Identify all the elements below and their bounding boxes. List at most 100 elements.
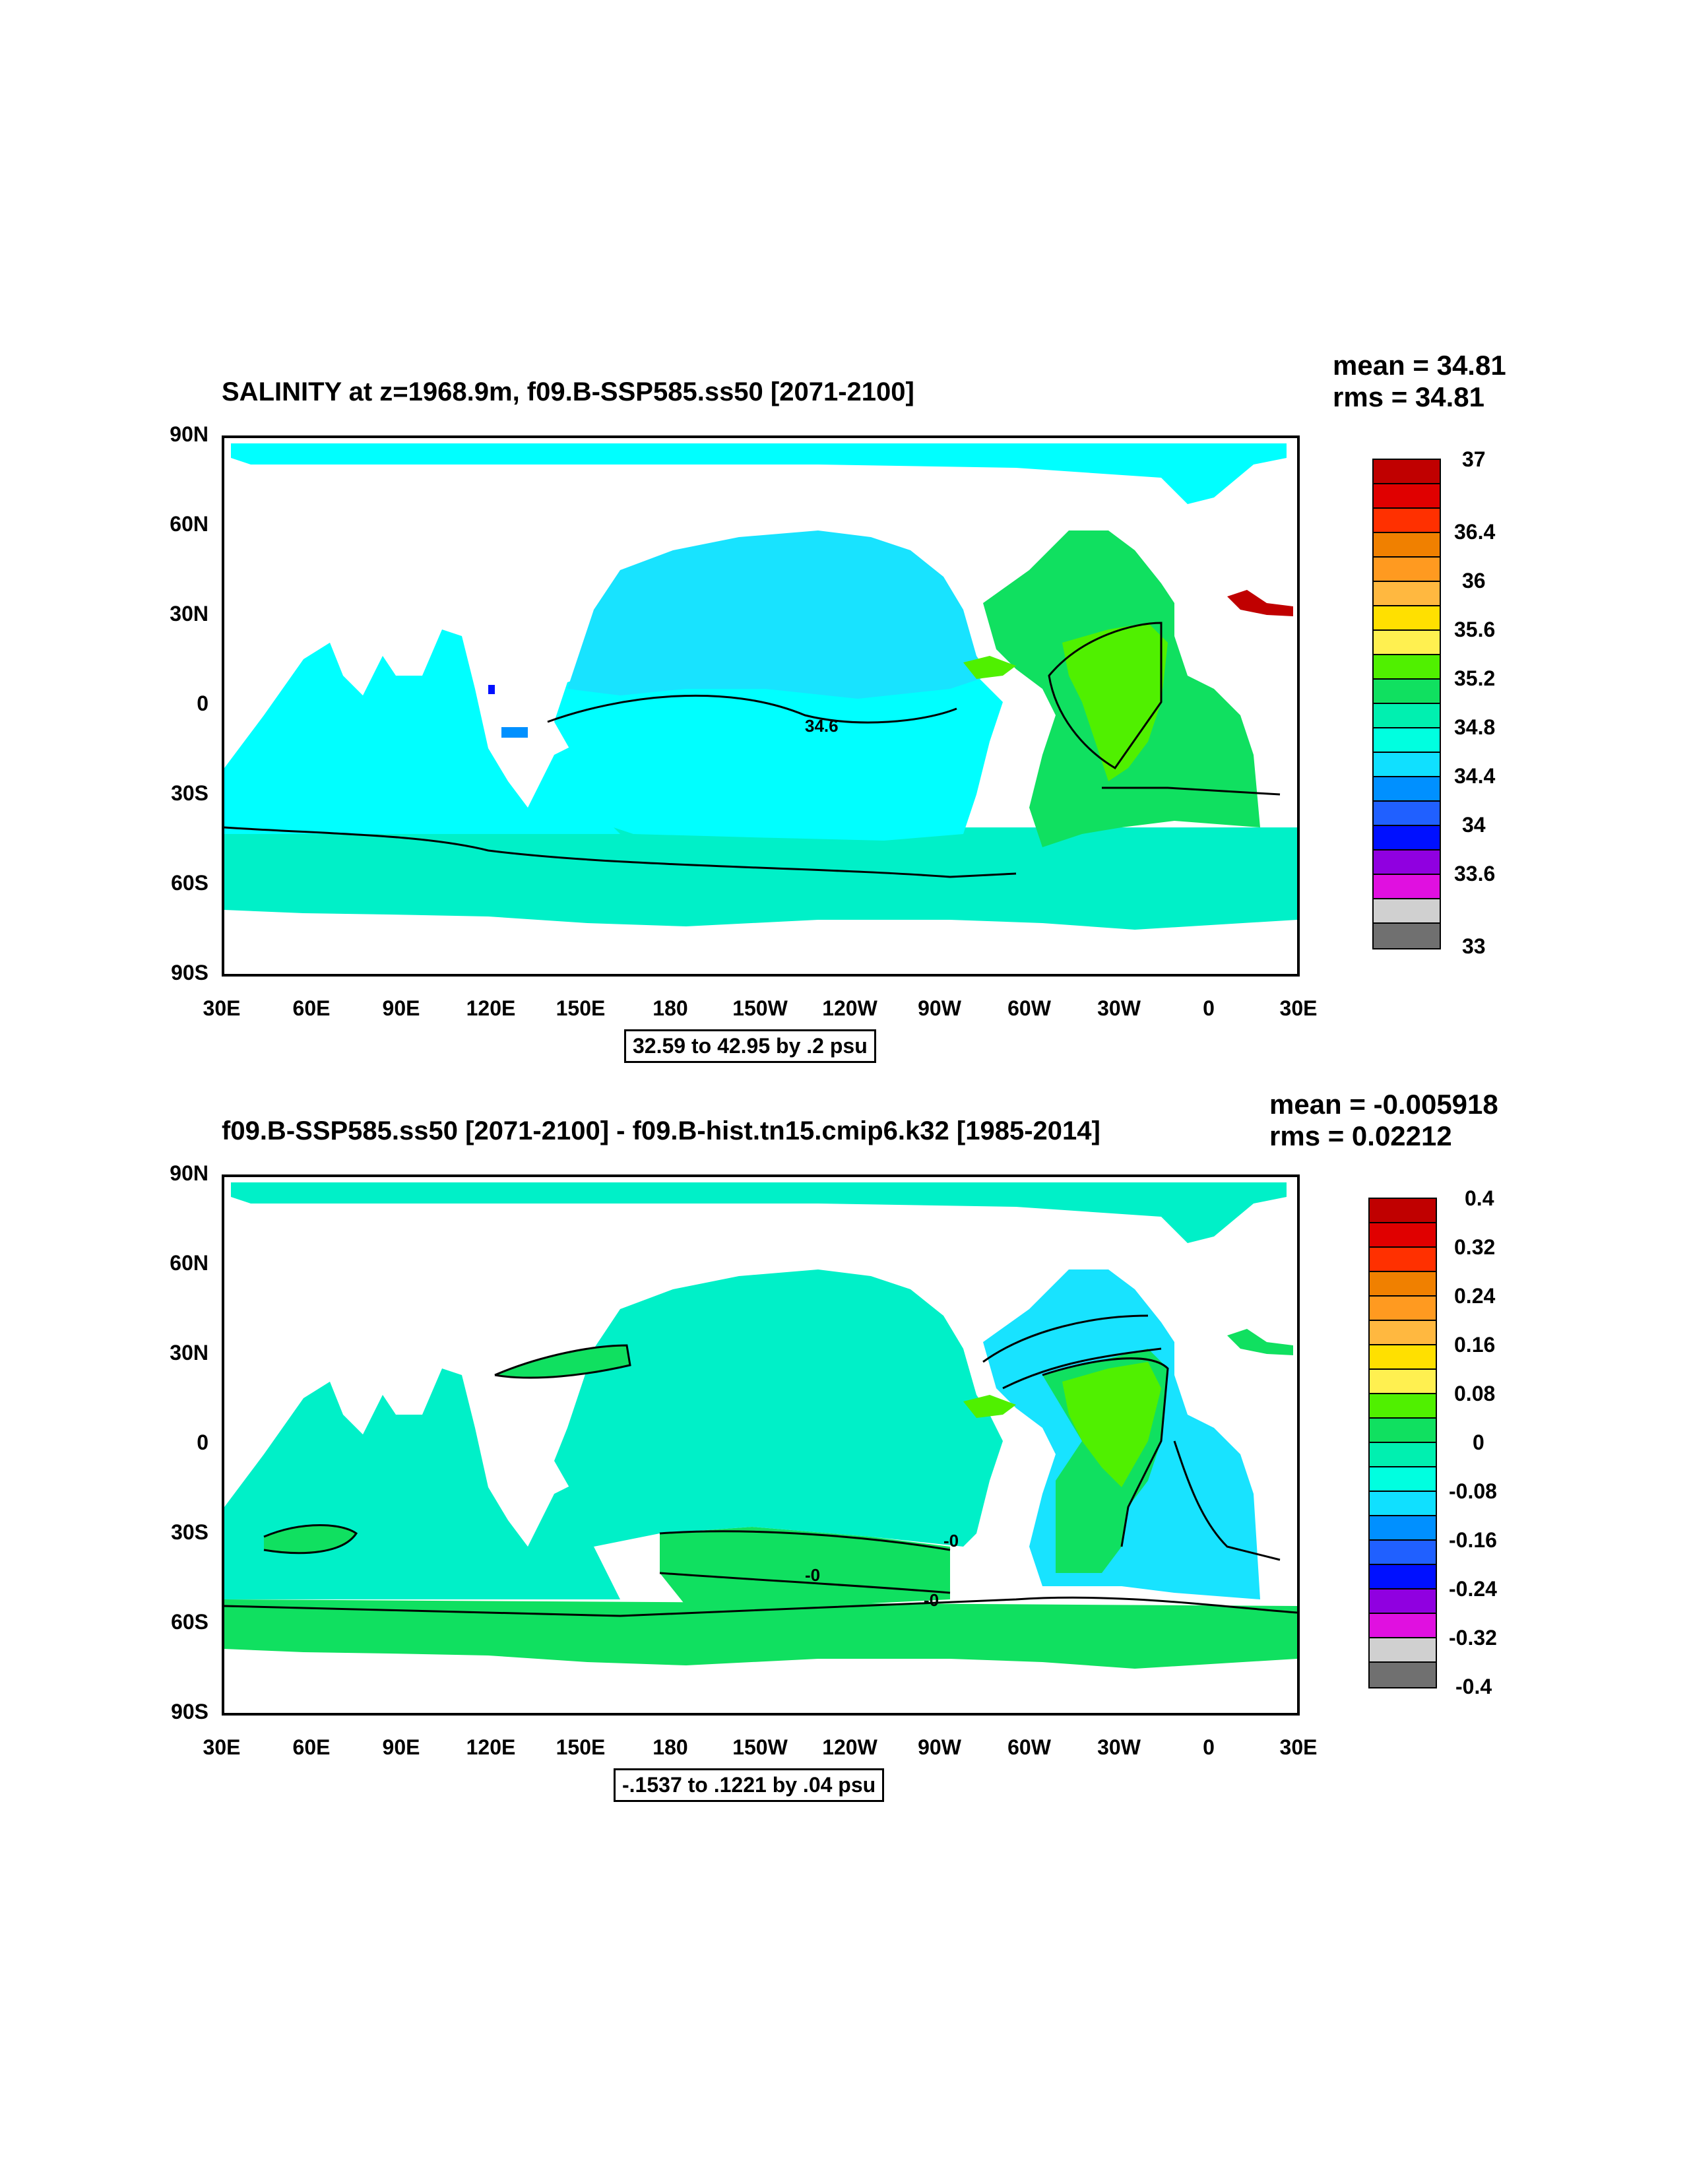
bottom-indian-ocean bbox=[224, 1368, 620, 1599]
top-lat-90n: 90N bbox=[170, 422, 208, 446]
bottom-cbar-box-9 bbox=[1370, 1394, 1436, 1419]
bottom-indian-pos bbox=[264, 1525, 356, 1553]
top-contour-sa bbox=[1102, 787, 1281, 796]
top-contour-atlantic bbox=[1048, 622, 1163, 770]
bottom-cbar-label-2: 0.24 bbox=[1454, 1284, 1496, 1308]
bottom-contour-npac bbox=[494, 1344, 631, 1379]
top-colorbar bbox=[1372, 459, 1441, 949]
top-lat-90s: 90S bbox=[171, 961, 208, 984]
top-lon-5: 180 bbox=[653, 996, 688, 1020]
bottom-caribbean bbox=[963, 1395, 1016, 1418]
top-cbar-box-20 bbox=[1374, 924, 1440, 948]
top-cbar-box-12 bbox=[1374, 728, 1440, 753]
top-lon-11: 0 bbox=[1203, 996, 1215, 1020]
top-cbar-box-19 bbox=[1374, 899, 1440, 924]
top-southern-ocean bbox=[224, 827, 1297, 930]
bottom-contour-label-3: -0 bbox=[924, 1590, 939, 1610]
bottom-lon-6: 150W bbox=[732, 1735, 788, 1759]
bottom-south-pacific-band bbox=[660, 1527, 950, 1606]
bottom-cbar-box-3 bbox=[1370, 1248, 1436, 1272]
bottom-cbar-label-6: -0.08 bbox=[1449, 1479, 1497, 1503]
bottom-lon-4: 150E bbox=[556, 1735, 606, 1759]
top-cbar-label-2: 36 bbox=[1462, 569, 1486, 593]
bottom-arctic bbox=[231, 1182, 1287, 1243]
top-contour-label: 34.6 bbox=[805, 716, 839, 736]
bottom-lon-8: 90W bbox=[918, 1735, 961, 1759]
bottom-cbar-box-12 bbox=[1370, 1467, 1436, 1492]
bottom-cbar-box-10 bbox=[1370, 1419, 1436, 1443]
top-cbar-box-17 bbox=[1374, 851, 1440, 875]
top-cbar-box-5 bbox=[1374, 558, 1440, 582]
top-cbar-box-11 bbox=[1374, 704, 1440, 728]
bottom-cbar-box-16 bbox=[1370, 1565, 1436, 1590]
top-contour-south bbox=[224, 826, 1017, 878]
bottom-mean: mean = -0.005918 bbox=[1269, 1089, 1498, 1120]
top-caribbean bbox=[963, 656, 1016, 679]
top-range-box: 32.59 to 42.95 by .2 psu bbox=[624, 1029, 876, 1063]
top-blue-spot-1 bbox=[488, 685, 495, 694]
top-cbar-box-16 bbox=[1374, 826, 1440, 851]
bottom-cbar-box-1 bbox=[1370, 1199, 1436, 1223]
top-cbar-label-3: 35.6 bbox=[1454, 618, 1496, 641]
top-lat-30n: 30N bbox=[170, 602, 208, 626]
bottom-lon-10: 30W bbox=[1097, 1735, 1141, 1759]
bottom-cbar-box-8 bbox=[1370, 1370, 1436, 1394]
bottom-range-box: -.1537 to .1221 by .04 psu bbox=[614, 1768, 885, 1802]
top-cbar-box-13 bbox=[1374, 753, 1440, 777]
top-cbar-label-1: 36.4 bbox=[1454, 520, 1496, 544]
top-lat-30s: 30S bbox=[171, 781, 208, 805]
bottom-contour-atlantic2 bbox=[1002, 1347, 1162, 1390]
bottom-title: f09.B-SSP585.ss50 [2071-2100] - f09.B-hi… bbox=[222, 1116, 1100, 1145]
top-cbar-label-5: 34.8 bbox=[1454, 715, 1496, 739]
top-cbar-box-18 bbox=[1374, 875, 1440, 899]
bottom-cbar-label-9: -0.32 bbox=[1449, 1626, 1497, 1650]
bottom-lon-3: 120E bbox=[466, 1735, 516, 1759]
top-north-pacific bbox=[567, 530, 990, 699]
bottom-lon-2: 90E bbox=[382, 1735, 420, 1759]
top-cbar-label-4: 35.2 bbox=[1454, 666, 1496, 690]
top-cbar-box-10 bbox=[1374, 680, 1440, 704]
top-mean: mean = 34.81 bbox=[1333, 350, 1506, 381]
bottom-lat-30n: 30N bbox=[170, 1341, 208, 1365]
bottom-contour-atlantic1 bbox=[982, 1314, 1149, 1363]
top-cbar-box-4 bbox=[1374, 533, 1440, 558]
bottom-colorbar bbox=[1368, 1198, 1437, 1688]
top-cbar-box-7 bbox=[1374, 606, 1440, 631]
bottom-map-svg: -0 -0 -0 bbox=[224, 1182, 1297, 1669]
top-panel: SALINITY at z=1968.9m, f09.B-SSP585.ss50… bbox=[0, 343, 1689, 1089]
top-blue-spot-2 bbox=[501, 727, 528, 738]
top-cbar-box-15 bbox=[1374, 802, 1440, 826]
top-lon-12: 30E bbox=[1279, 996, 1318, 1020]
top-lon-4: 150E bbox=[556, 996, 606, 1020]
top-cbar-label-8: 33.6 bbox=[1454, 862, 1496, 885]
bottom-cbar-label-3: 0.16 bbox=[1454, 1333, 1496, 1357]
top-indian-ocean bbox=[224, 629, 620, 834]
bottom-contour-southern bbox=[224, 1596, 1297, 1617]
bottom-cbar-label-8: -0.24 bbox=[1449, 1577, 1497, 1601]
top-lat-60s: 60S bbox=[171, 871, 208, 895]
bottom-contour-label-2: -0 bbox=[943, 1531, 959, 1551]
bottom-cbar-box-14 bbox=[1370, 1516, 1436, 1541]
top-map: 34.6 bbox=[222, 435, 1300, 977]
bottom-cbar-label-1: 0.32 bbox=[1454, 1235, 1496, 1259]
top-lon-8: 90W bbox=[918, 996, 961, 1020]
top-lon-10: 30W bbox=[1097, 996, 1141, 1020]
bottom-lat-0: 0 bbox=[197, 1430, 208, 1454]
top-lon-9: 60W bbox=[1007, 996, 1051, 1020]
top-cbar-label-0: 37 bbox=[1462, 447, 1486, 471]
bottom-contour-atlantic3 bbox=[1042, 1357, 1169, 1547]
top-cbar-label-7: 34 bbox=[1462, 813, 1486, 837]
top-lat-60n: 60N bbox=[170, 512, 208, 536]
top-atlantic-core bbox=[1062, 623, 1168, 781]
bottom-contour-label-1: -0 bbox=[805, 1565, 820, 1585]
bottom-med bbox=[1227, 1329, 1293, 1355]
top-cbar-box-14 bbox=[1374, 777, 1440, 802]
top-lon-6: 150W bbox=[732, 996, 788, 1020]
bottom-lat-90s: 90S bbox=[171, 1700, 208, 1723]
bottom-contour-pacific bbox=[659, 1530, 951, 1551]
top-title: SALINITY at z=1968.9m, f09.B-SSP585.ss50… bbox=[222, 377, 914, 406]
bottom-cbar-box-20 bbox=[1370, 1663, 1436, 1687]
bottom-lon-12: 30E bbox=[1279, 1735, 1318, 1759]
top-cbar-label-6: 34.4 bbox=[1454, 764, 1496, 788]
bottom-cbar-box-2 bbox=[1370, 1223, 1436, 1248]
